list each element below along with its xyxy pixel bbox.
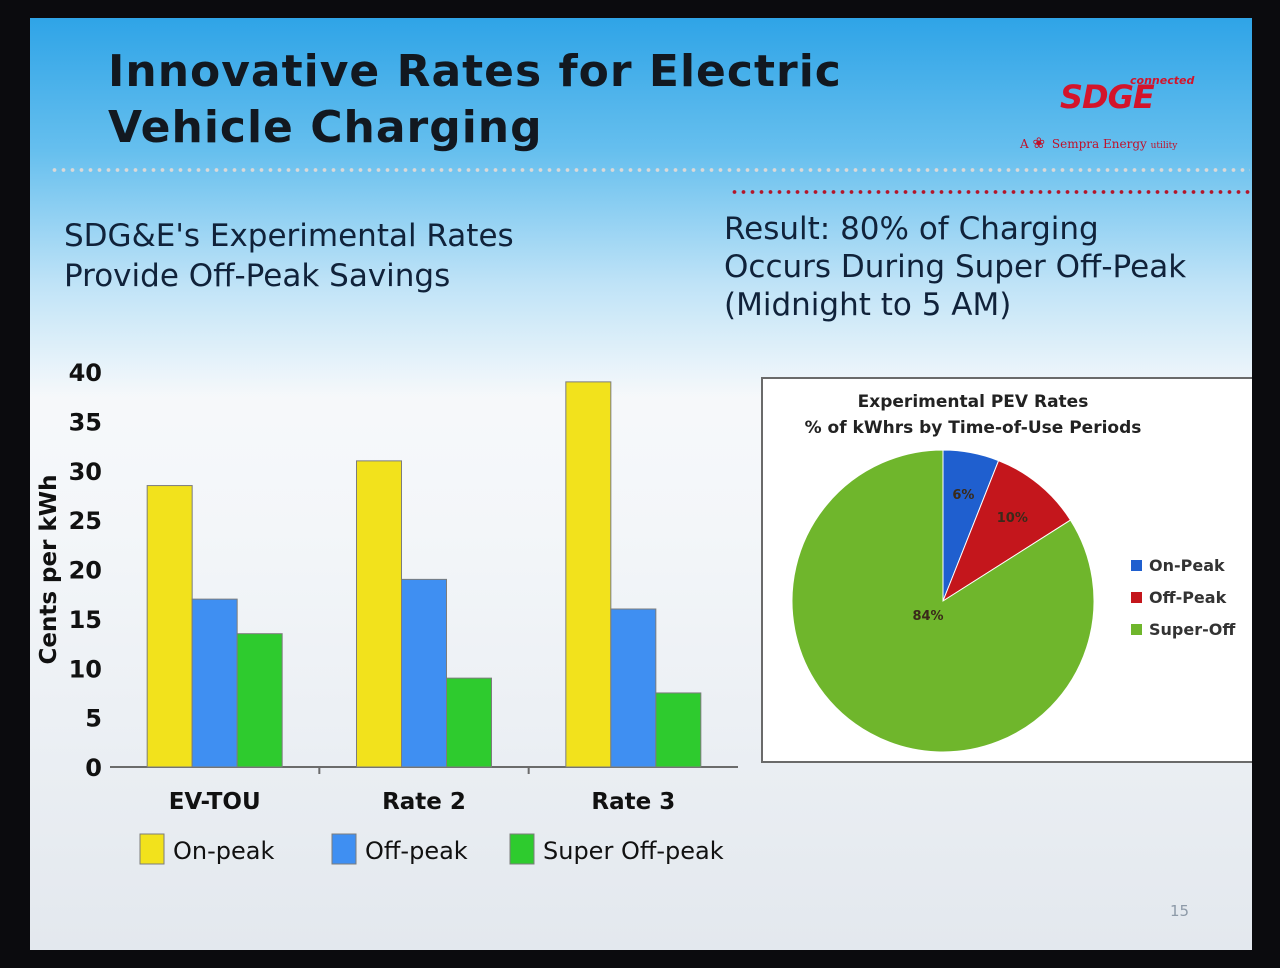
legend-label: On-peak xyxy=(173,837,274,865)
y-tick-label: 25 xyxy=(69,507,102,535)
bar-off-peak xyxy=(610,608,657,768)
pie-slice-off-peak xyxy=(941,459,1072,603)
bar-off-peak xyxy=(401,578,447,768)
y-tick-label: 10 xyxy=(69,655,102,683)
dotted-divider-red xyxy=(730,188,1250,196)
slide-title-line-1: Innovative Rates for Electric xyxy=(108,46,842,97)
pie-slice-super-off xyxy=(791,449,1095,753)
pie-legend-swatch xyxy=(1131,560,1142,571)
logo-parent-name: Sempra Energy xyxy=(1051,137,1147,151)
page-number: 15 xyxy=(1170,902,1190,920)
bar-on-peak xyxy=(356,460,402,768)
pie-data-label: 84% xyxy=(912,609,943,624)
bar-super-off-peak xyxy=(446,677,492,768)
legend-label: Off-peak xyxy=(365,837,468,865)
y-tick-label: 35 xyxy=(69,408,102,436)
logo-mark: SDGE xyxy=(1060,78,1155,116)
sdge-logo: SDGE connected A ❀ Sempra Energy utility xyxy=(1020,70,1220,160)
y-tick-label: 0 xyxy=(85,754,102,782)
logo-parent-company: A ❀ Sempra Energy utility xyxy=(1020,134,1177,152)
subtitle-left-line-2: Provide Off-Peak Savings xyxy=(64,258,451,294)
rate-bar-chart: 0 5 10 15 20 25 30 35 40 Cents per kWh EV-TOU Rate … xyxy=(36,359,738,865)
y-tick-label: 30 xyxy=(69,458,102,486)
subtitle-right-line-3: (Midnight to 5 AM) xyxy=(724,287,1012,323)
legend-swatch xyxy=(139,833,165,865)
slide-title-line-2: Vehicle Charging xyxy=(108,102,543,153)
dotted-divider xyxy=(50,166,1250,174)
slide: Innovative Rates for Electric Vehicle Ch… xyxy=(30,18,1252,950)
pie-data-label: 10% xyxy=(997,511,1028,526)
subtitle-left-line-1: SDG&E's Experimental Rates xyxy=(64,218,514,254)
pie-legend-label: Off-Peak xyxy=(1149,588,1227,607)
sempra-flame-icon: ❀ xyxy=(1032,134,1046,152)
pie-chart-panel: Experimental PEV Rates % of kWhrs by Time… xyxy=(761,377,1252,763)
subtitle-left: SDG&E's Experimental Rates Provide Off-P… xyxy=(64,216,624,296)
bar-on-peak xyxy=(565,381,612,768)
x-category-label: Rate 2 xyxy=(382,789,466,815)
pie-legend-label: On-Peak xyxy=(1149,556,1225,575)
legend-swatch xyxy=(509,833,535,865)
subtitle-right-line-2: Occurs During Super Off-Peak xyxy=(724,249,1187,285)
pie-title-line-1: Experimental PEV Rates xyxy=(858,392,1089,412)
x-category-label: EV-TOU xyxy=(169,789,261,815)
y-axis-title: Cents per kWh xyxy=(36,475,62,665)
logo-connected-tag: connected xyxy=(1130,74,1195,87)
pie-data-label: 6% xyxy=(952,488,974,503)
y-tick-label: 5 xyxy=(85,705,102,733)
bar-super-off-peak xyxy=(655,692,702,768)
y-tick-label: 20 xyxy=(69,557,102,585)
pie-legend-swatch xyxy=(1131,592,1142,603)
bar-super-off-peak xyxy=(236,633,283,768)
bar-off-peak xyxy=(191,598,238,768)
pie-legend-swatch xyxy=(1131,624,1142,635)
bar-on-peak xyxy=(146,485,193,768)
legend-label: Super Off-peak xyxy=(543,837,724,865)
logo-parent-suffix: utility xyxy=(1150,141,1178,151)
slide-title: Innovative Rates for Electric Vehicle Ch… xyxy=(108,44,928,156)
y-tick-label: 15 xyxy=(69,606,102,634)
subtitle-right: Result: 80% of Charging Occurs During Su… xyxy=(724,210,1244,324)
y-tick-label: 40 xyxy=(69,359,102,387)
pie-legend-label: Super-Off xyxy=(1149,620,1236,639)
subtitle-right-line-1: Result: 80% of Charging xyxy=(724,211,1099,247)
x-category-label: Rate 3 xyxy=(591,789,675,815)
logo-parent-prefix: A xyxy=(1020,137,1029,151)
pie-title-line-2: % of kWhrs by Time-of-Use Periods xyxy=(805,418,1142,438)
legend-swatch xyxy=(331,833,357,865)
header-band xyxy=(30,18,1252,398)
pev-pie-chart: Experimental PEV Rates % of kWhrs by Time… xyxy=(791,392,1236,753)
